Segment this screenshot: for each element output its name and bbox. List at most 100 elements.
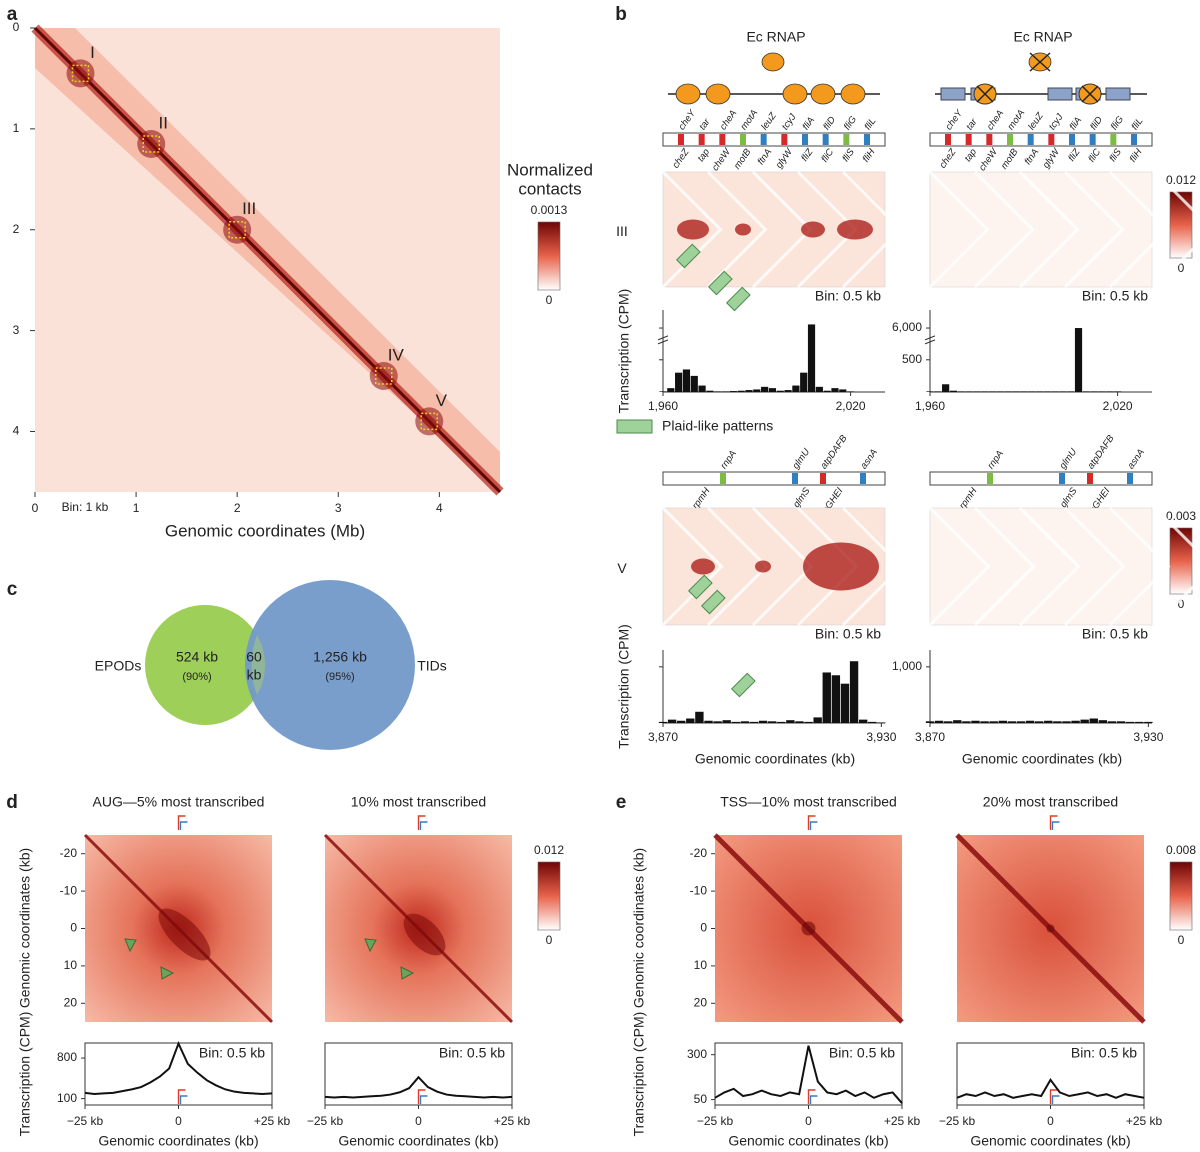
transcription-bar (784, 390, 792, 392)
transcription-bar (1107, 721, 1117, 723)
y-tick-label: 20 (694, 995, 708, 1009)
panel-letter: c (7, 579, 18, 600)
x-tick-label: −25 kb (307, 1114, 344, 1128)
transcription-bar (1144, 721, 1153, 723)
transcription-bar (1067, 391, 1075, 392)
transcription-bar (942, 384, 950, 392)
transcription-bar (822, 672, 831, 723)
gene-mark (792, 473, 798, 484)
transcription-bar (934, 720, 944, 723)
rnap-label: Ec RNAP (746, 29, 805, 45)
transcription-bar (745, 390, 753, 392)
heatmap-stripe (1018, 506, 1081, 627)
venn-label: EPODs (95, 658, 142, 674)
panel-letter: d (6, 792, 18, 813)
transcription-bar (740, 721, 750, 723)
tss-flag (179, 1095, 188, 1104)
transcription-bar (1080, 719, 1089, 723)
transcription-bar (1106, 391, 1114, 392)
enriched-domain (158, 908, 211, 961)
transcription-bar (949, 390, 958, 392)
gene-block (1105, 87, 1131, 101)
x-tick-label: 3,930 (866, 730, 896, 744)
transcription-bar (807, 324, 816, 392)
plaid-marker (675, 243, 701, 269)
y-tick-label: -20 (60, 846, 78, 860)
transcription-bar (1025, 720, 1035, 723)
heatmap-stripe (973, 170, 1035, 289)
x-tick-label: 0 (1047, 1114, 1054, 1128)
heatmap-stripe (841, 170, 903, 289)
gene-mark (719, 134, 726, 145)
bin-label: Bin: 0.5 kb (1082, 626, 1148, 642)
venn-value: 1,256 kb (313, 649, 367, 665)
transcription-bar (777, 721, 786, 723)
panel-title: 20% most transcribed (983, 794, 1118, 810)
x-tick-label: −25 kb (697, 1114, 734, 1128)
domain-blob (415, 407, 444, 436)
y-axis-label: Genomic coordinates (kb) (631, 848, 647, 1008)
transcription-bar (1082, 391, 1090, 392)
y-axis-label: Transcription (CPM) (631, 1012, 647, 1137)
transcription-bar (658, 721, 668, 723)
domain-box (142, 135, 160, 153)
x-tick-label: +25 kb (1126, 1114, 1163, 1128)
transcription-bar (971, 720, 980, 723)
gene-strip (662, 132, 886, 147)
gene-mark (860, 473, 866, 484)
transcription-bar (996, 391, 1004, 392)
transcription-bar (731, 721, 740, 723)
gene-block (1047, 87, 1073, 101)
transcription-bar (800, 372, 808, 392)
transcription-bar (792, 385, 800, 392)
panel-title: AUG—5% most transcribed (93, 794, 265, 810)
gene-block (940, 87, 966, 101)
colorbar-max: 0.012 (534, 843, 564, 857)
transcription-bar (1125, 721, 1135, 723)
venn-label: TIDs (417, 658, 447, 674)
panel-title: 10% most transcribed (351, 794, 486, 810)
x-tick-label: 1,960 (915, 399, 945, 413)
tss-flag (809, 821, 818, 830)
heatmap-stripe (1063, 170, 1125, 289)
y-tick-label: 1,000 (892, 659, 922, 673)
y-axis-label: Transcription (CPM) (616, 624, 632, 749)
region-label: III (616, 223, 628, 239)
transcription-bar (1004, 391, 1012, 392)
transcription-bar (1043, 391, 1051, 392)
transcription-bar (868, 721, 877, 723)
transcription-bar (1071, 720, 1080, 723)
y-tick-label: 800 (57, 1050, 77, 1064)
transcription-bar (965, 391, 973, 392)
transcription-bar (667, 388, 675, 392)
colorbar (537, 861, 561, 931)
x-tick-label: 2 (234, 501, 241, 515)
x-tick-label: −25 kb (939, 1114, 976, 1128)
x-tick-label: 2,020 (836, 399, 866, 413)
x-tick-label: +25 kb (884, 1114, 921, 1128)
enriched-spot (1046, 924, 1055, 933)
y-tick-label: 3 (13, 323, 20, 337)
y-tick-label: 6,000 (892, 320, 922, 334)
transcription-bar (714, 391, 722, 392)
tss-flag (419, 1095, 428, 1104)
transcription-bar (988, 391, 997, 392)
panel-letter: b (615, 4, 627, 25)
tss-flag (177, 815, 186, 830)
heatmap-stripe (928, 170, 990, 289)
colorbar (1169, 861, 1193, 931)
heatmap (929, 171, 1153, 288)
transcription-bar (761, 386, 769, 392)
transcription-bar (667, 719, 677, 723)
tss-flag (1051, 1095, 1060, 1104)
transcription-bar (1074, 328, 1083, 392)
bin-label: Bin: 0.5 kb (815, 288, 881, 304)
gene-strip (662, 471, 886, 486)
arrowhead (400, 966, 415, 980)
rnap-icon (761, 52, 785, 72)
transcription-bar (1016, 721, 1026, 723)
domain-blob (137, 130, 166, 158)
plaid-marker (707, 270, 733, 296)
transcription-bar (1007, 721, 1017, 723)
domain-box (375, 367, 393, 385)
